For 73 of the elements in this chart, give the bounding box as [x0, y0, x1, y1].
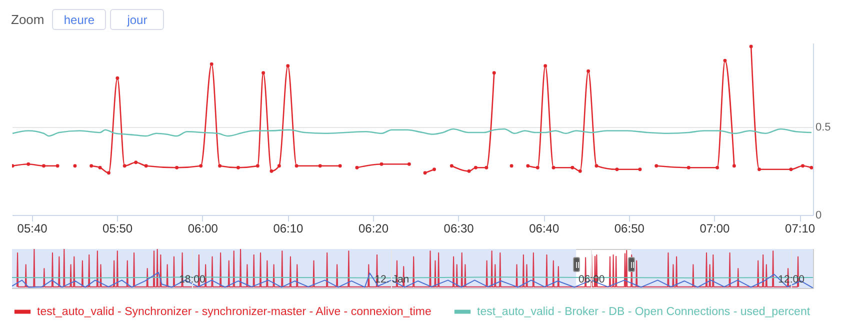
point: [484, 166, 488, 170]
point: [199, 164, 203, 168]
point: [256, 164, 260, 168]
point: [107, 171, 110, 175]
point: [510, 164, 514, 168]
point: [286, 64, 290, 68]
point: [526, 164, 530, 168]
point: [218, 164, 222, 168]
point: [544, 64, 548, 68]
point: [474, 166, 478, 170]
point: [175, 166, 179, 170]
point: [638, 168, 642, 172]
x-tick-label: 06:10: [273, 222, 304, 236]
x-tick-label: 07:00: [700, 222, 730, 236]
point: [56, 164, 60, 168]
point: [749, 44, 753, 48]
x-tick-label: 06:00: [188, 222, 218, 236]
legend-label: test_auto_valid - Synchronizer - synchronizer-master - Alive - connexion_time: [37, 306, 432, 318]
point: [277, 164, 281, 168]
point: [654, 164, 658, 168]
point: [407, 162, 411, 166]
point: [723, 58, 727, 62]
point: [73, 164, 77, 168]
point: [686, 166, 690, 170]
point: [536, 166, 540, 170]
point: [594, 164, 598, 168]
point: [432, 168, 436, 172]
line-series: [12, 128, 812, 137]
y-tick-label: 0.5: [816, 122, 831, 134]
x-tick-label: 06:40: [529, 222, 560, 236]
point: [467, 169, 471, 173]
point: [42, 164, 46, 168]
point: [270, 169, 274, 173]
point: [116, 76, 120, 80]
point: [450, 164, 454, 168]
x-tick-label: 05:50: [102, 222, 133, 236]
point: [236, 166, 240, 170]
point: [578, 169, 582, 173]
point: [134, 160, 138, 164]
point: [570, 166, 574, 170]
point: [355, 166, 359, 170]
point: [810, 166, 813, 170]
point: [210, 62, 214, 66]
text: heure: [52, 9, 106, 30]
point: [716, 166, 720, 170]
x-tick-label: 06:20: [358, 222, 389, 236]
point: [732, 164, 736, 168]
point: [122, 164, 126, 168]
point: [423, 171, 427, 175]
text: Zoom: [11, 12, 44, 27]
point: [318, 164, 322, 168]
legend-label: test_auto_valid - Broker - DB - Open Connections - used_percent: [477, 306, 811, 318]
x-tick-label: 06:30: [444, 222, 474, 236]
point: [98, 166, 102, 170]
point: [758, 168, 761, 172]
x-tick-label: 06:50: [614, 222, 645, 236]
point: [615, 168, 619, 172]
x-tick-label: 05:40: [17, 222, 48, 236]
point: [294, 164, 298, 168]
point: [90, 164, 94, 168]
x-tick-label: 07:10: [785, 222, 816, 236]
point: [262, 71, 266, 75]
point: [586, 69, 590, 73]
point: [380, 162, 384, 166]
point: [552, 166, 556, 170]
point: [26, 162, 30, 166]
point: [338, 164, 342, 168]
point: [801, 164, 804, 168]
y-tick-label: 0: [816, 210, 822, 222]
point: [789, 168, 793, 172]
point: [492, 71, 496, 75]
text: jour: [110, 9, 164, 30]
point: [144, 164, 148, 168]
